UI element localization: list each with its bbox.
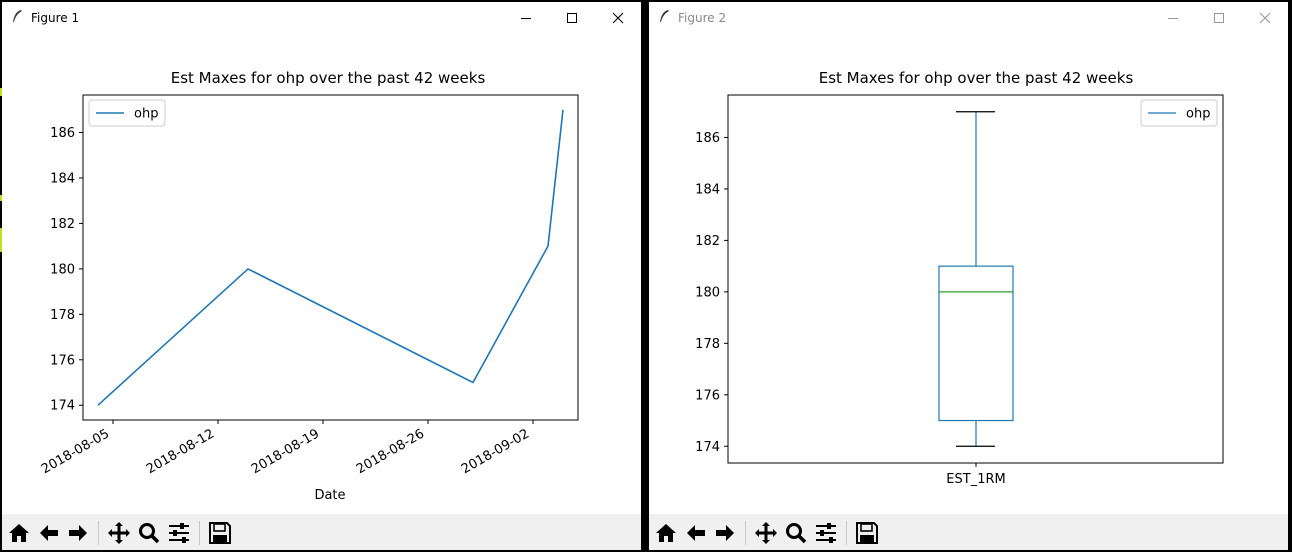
y-tick-label: 174 [695,440,720,455]
maximize-button[interactable] [1196,2,1242,33]
y-tick-label: 184 [695,182,720,197]
forward-button[interactable] [64,519,92,547]
forward-arrow-icon [716,525,734,541]
home-icon [9,524,29,542]
y-tick-label: 186 [50,126,75,141]
pan-icon [108,522,130,544]
home-button[interactable] [5,519,33,547]
y-tick-label: 176 [695,388,720,403]
legend: ohp [1140,99,1218,127]
close-icon [612,12,624,23]
close-button[interactable] [1242,2,1288,33]
y-tick-label: 182 [50,217,75,232]
figure-2-window[interactable]: Figure 2 Est Maxes for ohp over the past… [649,2,1288,550]
window-title: Figure 1 [31,11,80,25]
y-tick-label: 178 [50,308,75,323]
title-bar[interactable]: Figure 1 [2,2,641,33]
y-tick-label: 182 [695,234,720,249]
legend: ohp [88,99,166,127]
legend-label: ohp [1186,107,1210,122]
figure-1-canvas[interactable]: Est Maxes for ohp over the past 42 weeks… [2,33,641,514]
title-bar[interactable]: Figure 2 [649,2,1288,33]
configure-subplots-button[interactable] [812,519,840,547]
maximize-icon [567,12,577,23]
back-button[interactable] [682,519,710,547]
back-arrow-icon [40,525,58,541]
y-tick-label: 186 [695,131,720,146]
home-icon [656,524,676,542]
configure-subplots-button[interactable] [165,519,193,547]
configure-subplots-icon [169,523,189,543]
minimize-icon [1168,17,1178,19]
toolbar-separator [98,521,99,545]
desktop-edge [0,195,2,201]
y-tick-label: 174 [50,399,75,414]
save-icon [209,522,231,544]
x-tick-label: 2018-08-19 [249,426,322,477]
y-tick-label: 180 [50,262,75,277]
zoom-icon [786,523,807,544]
toolbar-separator [199,521,200,545]
x-axis: EST_1RM [946,463,1006,487]
pan-icon [755,522,777,544]
forward-button[interactable] [711,519,739,547]
forward-arrow-icon [69,525,87,541]
toolbar-separator [745,521,746,545]
x-tick-label: 2018-08-05 [39,426,112,477]
desktop-edge [0,228,2,252]
y-tick-label: 176 [50,353,75,368]
figure-2-canvas[interactable]: Est Maxes for ohp over the past 42 weeks… [649,33,1288,514]
close-icon [1259,12,1271,23]
x-axis: 2018-08-05 2018-08-12 2018-08-19 2018-08-26… [39,420,534,477]
home-button[interactable] [652,519,680,547]
legend-label: ohp [134,107,158,122]
minimize-icon [521,17,531,19]
axes-frame [82,94,579,421]
tk-feather-icon [13,10,22,22]
maximize-icon [1214,12,1224,23]
x-tick-label: EST_1RM [946,472,1005,487]
maximize-button[interactable] [549,2,595,33]
navigation-toolbar [649,514,1288,550]
y-tick-label: 180 [695,285,720,300]
figure-1-window[interactable]: Figure 1 Est Maxes for ohp over the past… [2,2,641,550]
minimize-button[interactable] [1150,2,1196,33]
box-plot [938,111,1014,447]
y-tick-label: 178 [695,337,720,352]
back-arrow-icon [687,525,705,541]
window-title: Figure 2 [678,11,727,25]
series-line-ohp [97,109,564,406]
tk-feather-icon [660,10,669,22]
box-iqr [938,265,1014,422]
close-button[interactable] [595,2,641,33]
back-button[interactable] [35,519,63,547]
zoom-button[interactable] [135,519,163,547]
configure-subplots-icon [816,523,836,543]
chart-title: Est Maxes for ohp over the past 42 weeks [819,69,1134,87]
y-axis: 174 176 178 180 182 184 186 [50,126,83,414]
zoom-icon [139,523,160,544]
save-button[interactable] [206,519,234,547]
zoom-button[interactable] [782,519,810,547]
save-icon [856,522,878,544]
save-button[interactable] [853,519,881,547]
desktop-edge [0,88,2,96]
x-axis-label: Date [314,488,345,503]
pan-button[interactable] [752,519,780,547]
y-tick-label: 184 [50,171,75,186]
y-axis: 174 176 178 180 182 184 186 [695,131,728,455]
navigation-toolbar [2,514,641,550]
chart-title: Est Maxes for ohp over the past 42 weeks [171,69,486,87]
x-tick-label: 2018-08-26 [354,426,427,477]
x-tick-label: 2018-09-02 [459,426,532,477]
toolbar-separator [846,521,847,545]
minimize-button[interactable] [503,2,549,33]
pan-button[interactable] [105,519,133,547]
x-tick-label: 2018-08-12 [144,426,217,477]
